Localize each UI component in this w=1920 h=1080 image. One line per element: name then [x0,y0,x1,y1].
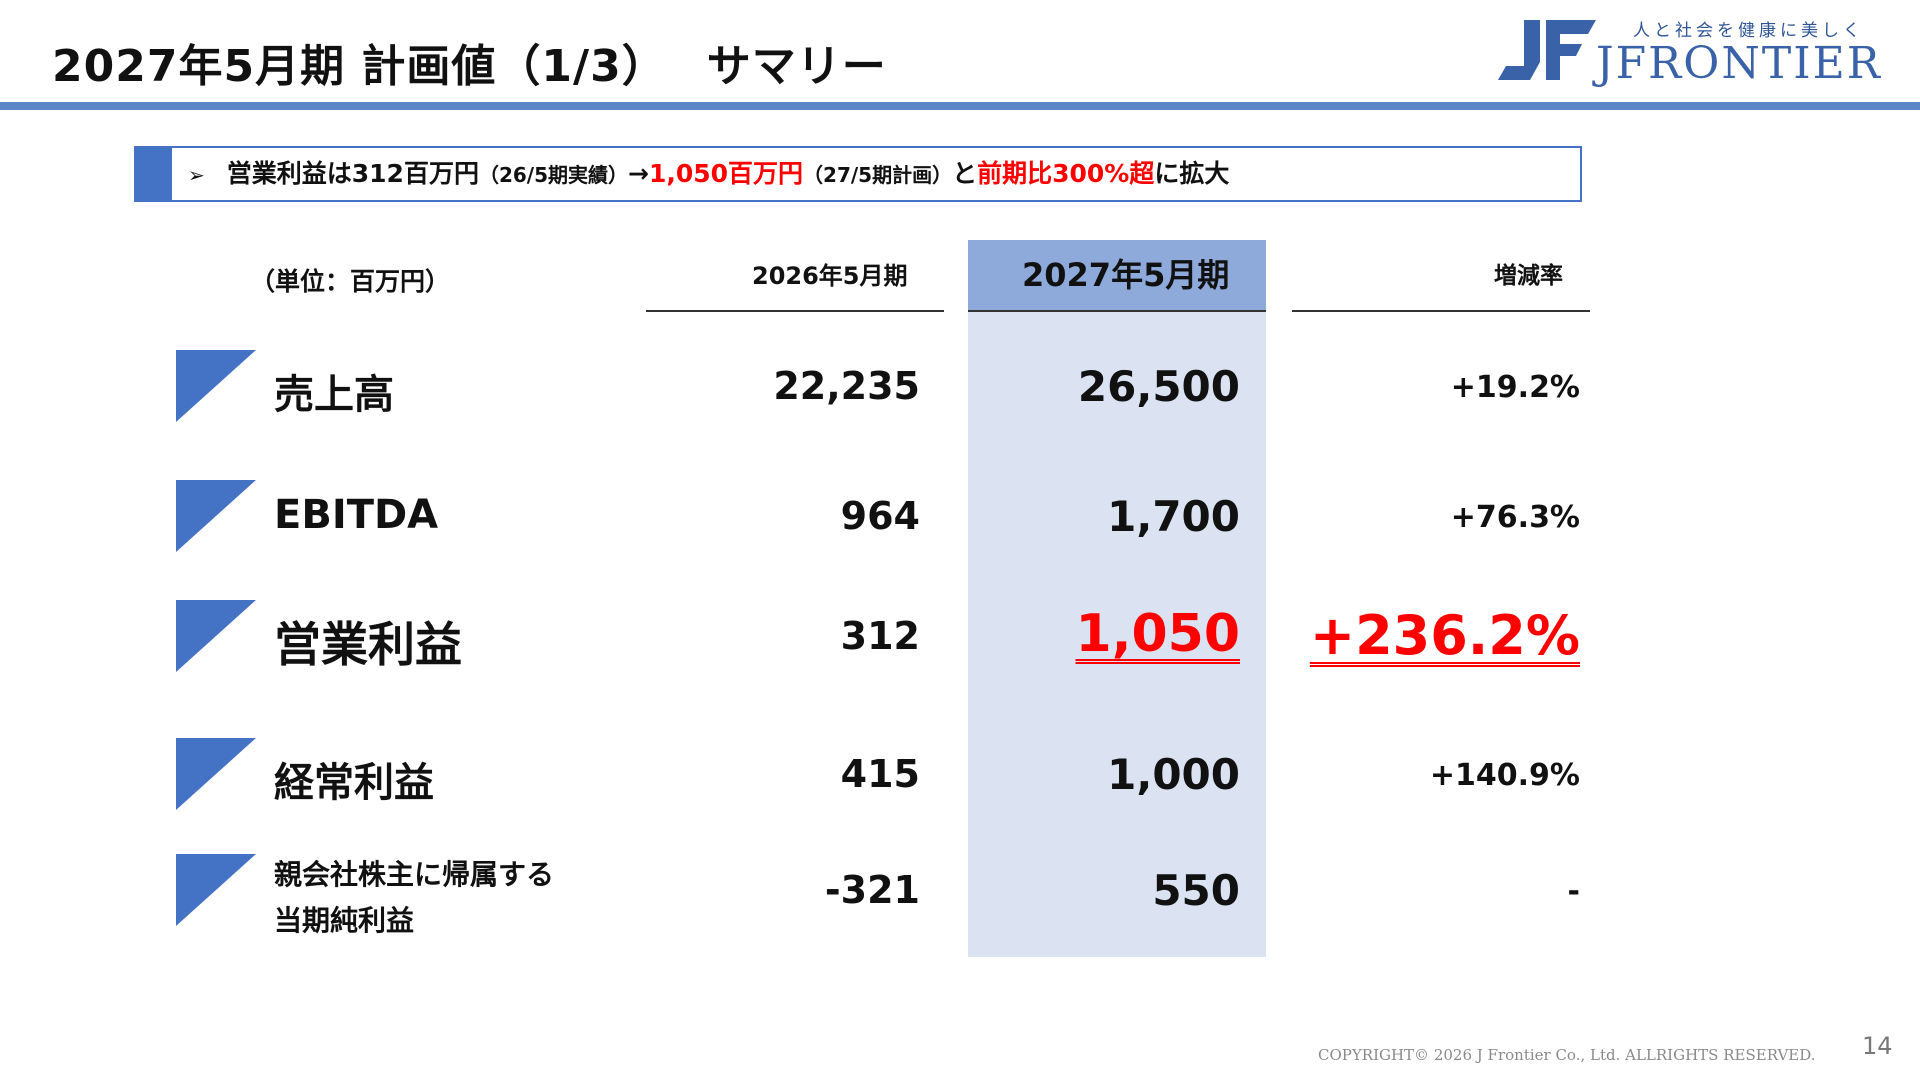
value-change: +19.2% [1450,370,1580,405]
arrow-bullet-icon: ➢ [188,163,205,187]
page-title-sub: サマリー [706,41,887,92]
summary-text: ➢ 営業利益は312百万円（26/5期実績）→1,050百万円（27/5期計画）と… [188,148,1229,200]
logo-name: JFRONTIER [1596,38,1882,89]
row-marker-triangle-icon [176,350,256,422]
summary-part-8: に拡大 [1154,159,1230,188]
row-label: 売上高 [274,372,394,418]
summary-part-1: 営業利益は312百万円 [226,159,479,188]
summary-accent-bar [134,146,172,202]
table-row: 営業利益 312 1,050 +236.2% [0,600,1920,700]
row-label: 親会社株主に帰属する 当期純利益 [274,852,554,944]
value-2027: 550 [1152,866,1240,915]
row-marker-triangle-icon [176,854,256,926]
value-change: - [1567,874,1580,909]
copyright-notice: COPYRIGHT© 2026 J Frontier Co., Ltd. ALL… [1318,1046,1816,1064]
header-rule-change [1292,310,1590,312]
row-label: 営業利益 [274,618,462,673]
summary-part-7: 前期比300%超 [977,159,1155,188]
summary-part-2: （26/5期実績） [478,163,629,187]
row-label-line-2: 当期純利益 [274,904,415,937]
value-change: +76.3% [1450,500,1580,535]
summary-part-5: （27/5期計画） [803,163,953,187]
title-divider [0,102,1920,110]
value-2027: 1,000 [1107,750,1240,799]
value-2026: 964 [840,494,920,538]
row-label: 経常利益 [274,760,434,806]
company-logo: 人と社会を健康に美しく JFRONTIER [1496,14,1886,94]
table-row: EBITDA 964 1,700 +76.3% [0,480,1920,580]
header-rule-2026 [646,310,944,312]
column-header-change: 増減率 [1494,263,1563,289]
summary-part-3: → [628,159,649,188]
row-label-line-1: 親会社株主に帰属する [274,858,555,891]
value-change: +140.9% [1429,758,1580,793]
table-row: 親会社株主に帰属する 当期純利益 -321 550 - [0,854,1920,954]
fy2027-column-highlight [968,240,1266,957]
row-marker-triangle-icon [176,480,256,552]
page-title: 2027年5月期 計画値（1/3） サマリー [52,30,887,94]
page-title-main: 2027年5月期 計画値（1/3） [52,41,667,92]
column-header-2026: 2026年5月期 [752,262,908,290]
page-number: 14 [1862,1032,1893,1060]
value-2027: 1,700 [1107,492,1240,541]
value-change-emphasized: +236.2% [1309,604,1580,667]
table-row: 経常利益 415 1,000 +140.9% [0,738,1920,838]
jf-logo-mark-icon [1498,20,1596,80]
value-2026: 415 [840,752,920,796]
column-header-2027: 2027年5月期 [1022,256,1230,294]
value-2026: -321 [824,868,920,912]
unit-label: （単位：百万円） [250,267,451,296]
row-marker-triangle-icon [176,600,256,672]
logo-tagline: 人と社会を健康に美しく [1633,21,1864,41]
summary-callout: ➢ 営業利益は312百万円（26/5期実績）→1,050百万円（27/5期計画）と… [134,146,1582,202]
value-2027-emphasized: 1,050 [1075,604,1240,664]
value-2026: 312 [840,614,920,658]
value-2026: 22,235 [773,364,920,408]
table-row: 売上高 22,235 26,500 +19.2% [0,350,1920,450]
summary-part-4: 1,050百万円 [648,159,804,188]
header-rule-2027 [968,310,1266,312]
summary-part-6: と [952,159,978,188]
row-label: EBITDA [274,492,439,538]
fy2027-header-highlight [968,240,1266,310]
value-2027: 26,500 [1077,362,1240,411]
row-marker-triangle-icon [176,738,256,810]
